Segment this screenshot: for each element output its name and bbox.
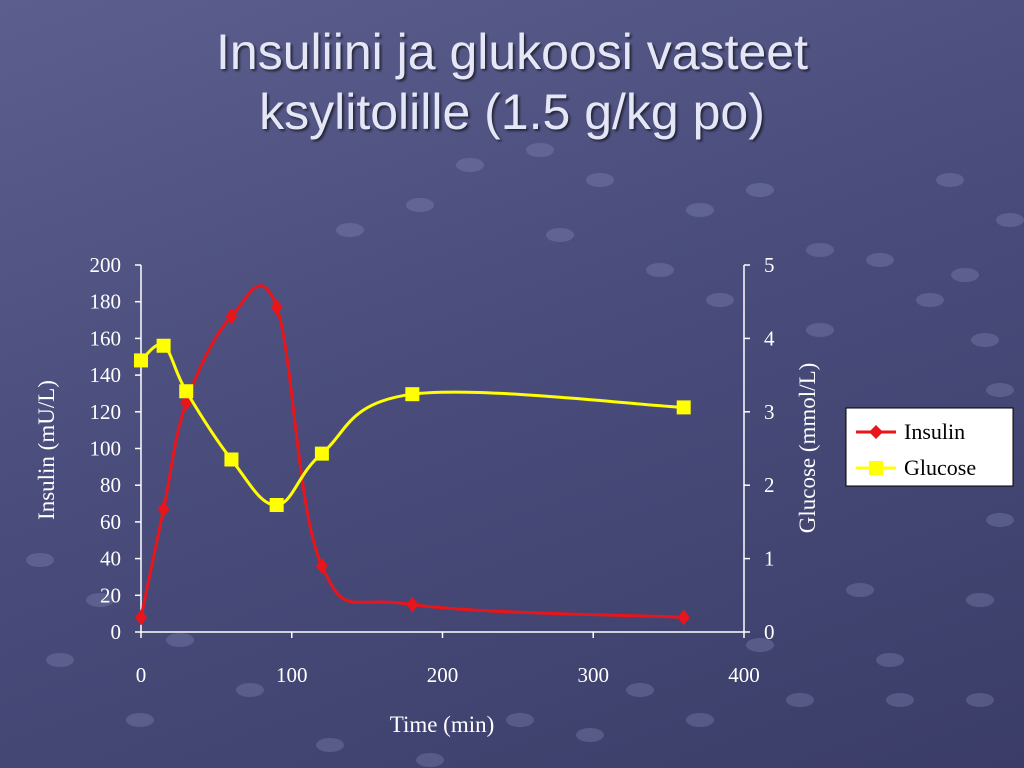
glucose-data-point: [179, 384, 194, 399]
y2-tick-label: 0: [764, 620, 775, 644]
background-dot: [316, 738, 344, 752]
background-dot: [936, 173, 964, 187]
y-tick-label: 0: [111, 620, 122, 644]
background-dot: [626, 683, 654, 697]
glucose-data-point: [156, 338, 171, 353]
background-dot: [646, 263, 674, 277]
chart-axes: 0 20 40 60 80 100 120 140 160 180 200 0 1 2 3 4 5 0 100 200…: [90, 253, 776, 687]
background-dot: [406, 198, 434, 212]
y2-tick-label: 4: [764, 326, 775, 350]
y-tick-label: 180: [90, 290, 122, 314]
insulin-data-point: [315, 557, 328, 574]
background-dot: [236, 683, 264, 697]
insulin-data-point: [677, 609, 690, 626]
insulin-data-point: [406, 596, 419, 613]
background-dot: [746, 638, 774, 652]
background-dot: [86, 593, 114, 607]
background-dot: [686, 713, 714, 727]
y-tick-label: 20: [100, 583, 121, 607]
background-dot: [806, 243, 834, 257]
chart-series: [134, 284, 691, 626]
legend-glucose-marker: [869, 461, 883, 475]
glucose-data-point: [134, 353, 148, 368]
background-dot: [786, 693, 814, 707]
y-tick-label: 140: [90, 363, 122, 387]
x-tick-label: 300: [578, 663, 610, 687]
slide-title-line-1: Insuliini ja glukoosi vasteet: [216, 24, 808, 80]
glucose-data-point: [676, 400, 691, 415]
y2-tick-label: 3: [764, 400, 775, 424]
background-dot: [951, 268, 979, 282]
glucose-data-point: [405, 387, 420, 402]
y-tick-label: 100: [90, 437, 122, 461]
y-tick-label: 200: [90, 253, 122, 277]
y2-tick-label: 2: [764, 473, 775, 497]
background-dot: [886, 693, 914, 707]
background-dot: [966, 693, 994, 707]
slide-title-line-2: ksylitolille (1.5 g/kg po): [259, 84, 765, 140]
glucose-series-line: [140, 343, 684, 507]
glucose-data-point: [224, 452, 239, 467]
background-dot: [546, 228, 574, 242]
background-dot: [526, 143, 554, 157]
insulin-data-point: [157, 501, 170, 518]
background-dot: [996, 213, 1024, 227]
y-tick-label: 60: [100, 510, 121, 534]
y-tick-label: 160: [90, 326, 122, 350]
background-dot: [746, 183, 774, 197]
insulin-data-point: [225, 308, 238, 325]
x-tick-label: 200: [427, 663, 459, 687]
background-dot: [126, 713, 154, 727]
y-tick-label: 120: [90, 400, 122, 424]
background-dot: [686, 203, 714, 217]
insulin-series-line: [139, 284, 684, 619]
background-dot: [866, 253, 894, 267]
background-dot: [456, 158, 484, 172]
legend-insulin-marker: [869, 425, 883, 439]
background-dot: [806, 323, 834, 337]
background-dot: [986, 383, 1014, 397]
x-tick-label: 400: [728, 663, 760, 687]
glucose-data-point: [269, 498, 284, 513]
background-dot: [26, 553, 54, 567]
background-dot: [966, 593, 994, 607]
x-tick-label: 100: [276, 663, 308, 687]
background-dot: [706, 293, 734, 307]
background-dot: [846, 583, 874, 597]
y-tick-label: 80: [100, 473, 121, 497]
background-dot: [876, 653, 904, 667]
background-dot: [986, 513, 1014, 527]
background-dot: [971, 333, 999, 347]
background-dot: [506, 713, 534, 727]
background-dot: [916, 293, 944, 307]
x-tick-label: 0: [136, 663, 147, 687]
background-dot: [336, 223, 364, 237]
background-dot: [576, 728, 604, 742]
background-dot: [416, 753, 444, 767]
background-dot: [166, 633, 194, 647]
legend-glucose-label: Glucose: [904, 455, 976, 480]
y-tick-label: 40: [100, 547, 121, 571]
background-dot: [586, 173, 614, 187]
legend-insulin-label: Insulin: [904, 419, 965, 444]
insulin-data-point: [270, 299, 283, 316]
chart-legend: Insulin Glucose: [845, 407, 1014, 487]
y2-tick-label: 5: [764, 253, 775, 277]
y-axis-title-left: Insulin (mU/L): [34, 380, 59, 520]
glucose-data-point: [314, 446, 329, 461]
x-axis-title: Time (min): [390, 712, 495, 737]
y2-tick-label: 1: [764, 547, 775, 571]
y-axis-title-right: Glucose (mmol/L): [795, 363, 820, 534]
background-dot: [46, 653, 74, 667]
insulin-data-point: [135, 609, 147, 626]
slide-title: Insuliini ja glukoosi vasteet ksylitolil…: [0, 22, 1024, 142]
